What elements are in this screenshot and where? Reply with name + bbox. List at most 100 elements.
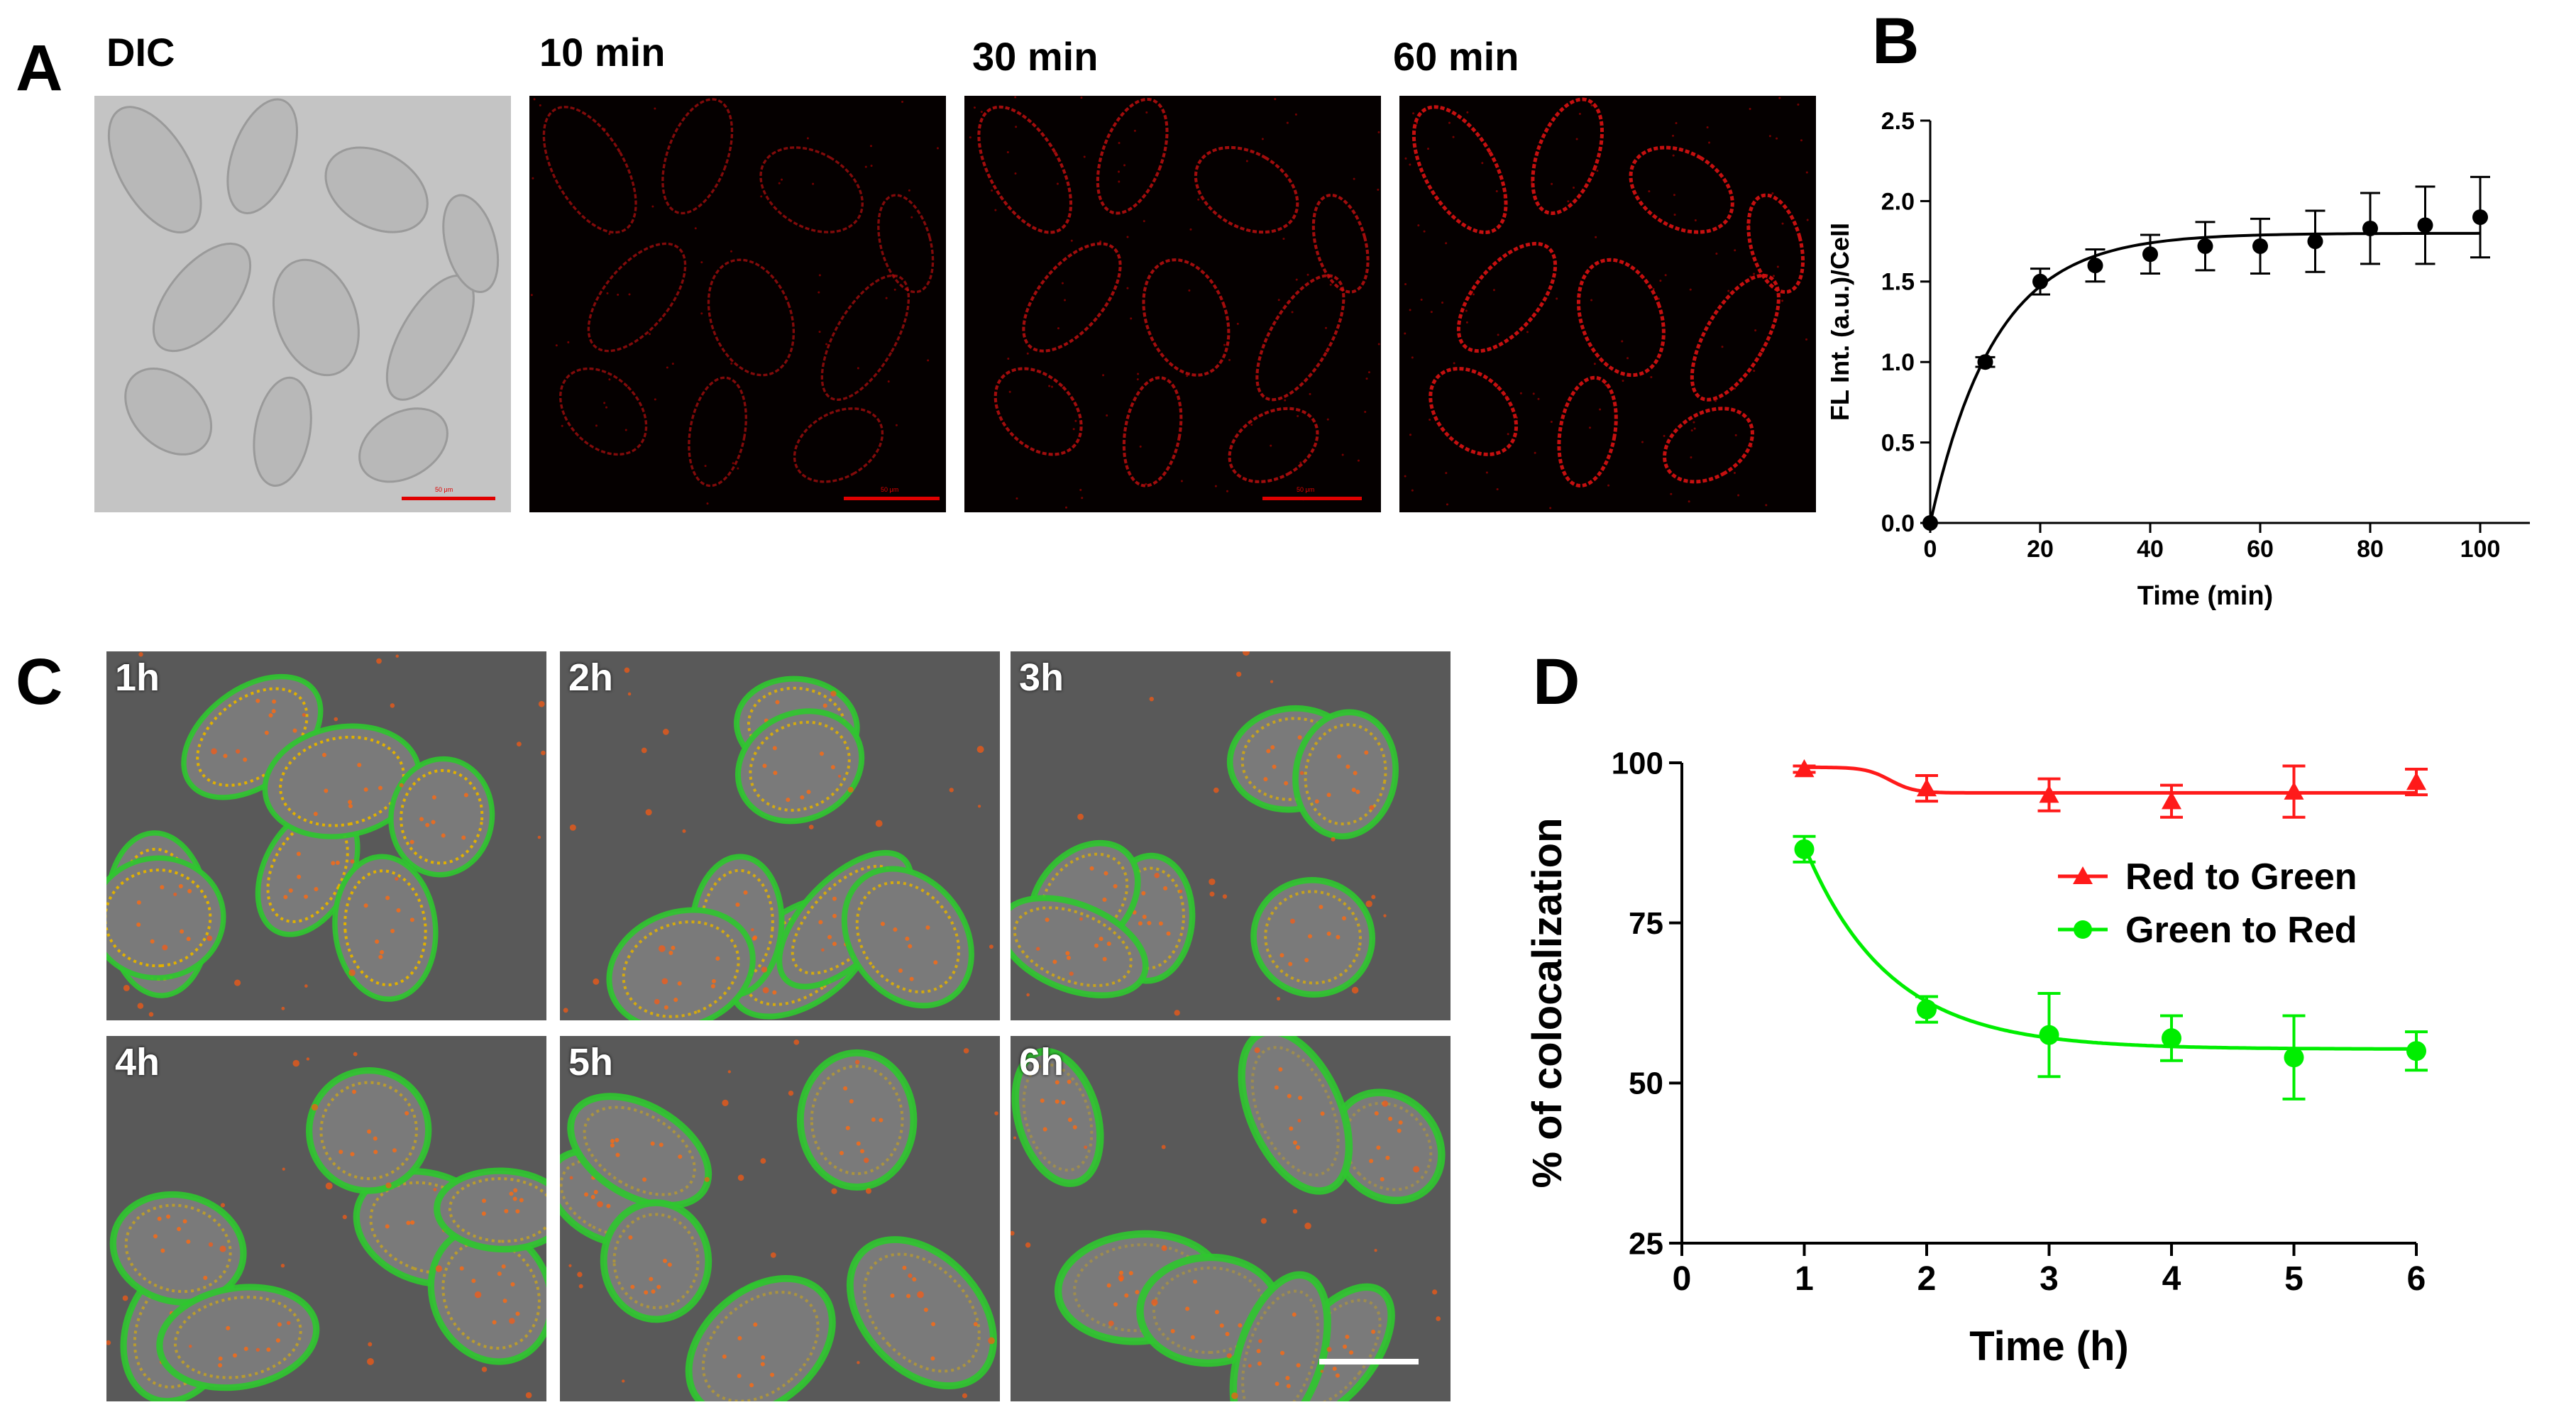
membrane-stain [1456, 241, 1558, 353]
orange-puncta [233, 1353, 238, 1358]
orange-dot [1174, 1010, 1180, 1016]
puncta [1781, 222, 1784, 225]
puncta [651, 205, 654, 208]
puncta [893, 288, 896, 291]
orange-dot [830, 690, 837, 697]
puncta [1497, 333, 1499, 336]
dark-background [529, 96, 946, 512]
orange-puncta [1275, 1382, 1279, 1386]
scale-bar-label: 50 μm [1297, 486, 1315, 493]
puncta [1749, 107, 1751, 110]
puncta [1507, 433, 1509, 436]
puncta [1099, 240, 1102, 243]
puncta [567, 341, 570, 343]
puncta [555, 344, 558, 347]
puncta [1377, 131, 1380, 133]
orange-puncta [182, 1219, 187, 1224]
orange-dot [517, 741, 522, 747]
orange-puncta [136, 922, 141, 927]
orange-dot [350, 859, 355, 864]
puncta [1270, 444, 1272, 447]
orange-dot [578, 1284, 583, 1289]
orange-puncta [177, 1227, 182, 1232]
orange-puncta [515, 1311, 520, 1316]
puncta [595, 424, 598, 427]
puncta [654, 107, 656, 110]
data-point [2284, 1047, 2304, 1068]
orange-puncta [409, 917, 414, 922]
orange-dot [1258, 1339, 1262, 1343]
orange-dot [367, 1357, 374, 1365]
puncta [1026, 352, 1029, 355]
membrane-yellow [863, 1252, 981, 1373]
orange-puncta [628, 1235, 633, 1240]
cell [796, 1049, 918, 1191]
orange-dot [1242, 651, 1250, 656]
orange-puncta [933, 960, 938, 965]
chart-b: 0 20 40 60 80 100 0.0 0.5 1.0 1.5 2.0 2.5 Time (min)… [1831, 108, 2530, 611]
membrane-stain [793, 407, 884, 483]
orange-puncta [1314, 799, 1319, 804]
puncta [969, 136, 971, 139]
puncta [973, 106, 976, 109]
data-point [2406, 772, 2426, 790]
puncta [1117, 170, 1120, 173]
puncta [1772, 275, 1775, 277]
orange-dot [661, 978, 668, 985]
micrograph-30min: 50 μm [964, 96, 1381, 512]
panel-letter-c: C [16, 646, 63, 718]
puncta [1753, 272, 1756, 275]
scale-bar [402, 497, 495, 500]
cell [567, 1093, 712, 1209]
puncta [617, 293, 620, 296]
puncta [1106, 414, 1108, 417]
puncta [1053, 267, 1056, 270]
y-tick-label: 100 [1612, 746, 1663, 781]
puncta [1516, 417, 1519, 419]
orange-puncta [431, 820, 436, 825]
orange-puncta [1128, 1271, 1133, 1276]
membrane-green [846, 1236, 997, 1389]
puncta [1573, 186, 1575, 189]
puncta [936, 147, 939, 150]
puncta [1727, 290, 1730, 292]
orange-puncta [504, 1208, 509, 1213]
orange-puncta [314, 887, 319, 892]
puncta [1689, 288, 1692, 291]
orange-puncta [226, 1325, 231, 1330]
puncta [1299, 461, 1302, 464]
orange-dot [541, 750, 546, 756]
cell [841, 866, 974, 1009]
puncta [818, 274, 821, 277]
puncta [857, 367, 859, 370]
puncta [1065, 506, 1068, 509]
puncta [1441, 301, 1444, 304]
puncta [1765, 504, 1768, 507]
puncta [1465, 309, 1468, 312]
membrane-green [1011, 895, 1149, 998]
orange-puncta [1067, 1118, 1072, 1123]
membrane-stain [993, 367, 1083, 456]
orange-puncta [406, 1220, 411, 1225]
orange-puncta [762, 763, 767, 768]
orange-puncta [187, 888, 192, 893]
orange-puncta [1336, 934, 1341, 939]
puncta [1409, 309, 1411, 311]
puncta [1364, 411, 1367, 414]
puncta [1412, 112, 1415, 115]
orange-puncta [153, 1234, 158, 1239]
orange-puncta [1106, 1283, 1111, 1288]
orange-dot [1351, 986, 1359, 994]
orange-dot [211, 748, 217, 755]
puncta [1595, 236, 1597, 238]
orange-puncta [906, 1294, 911, 1299]
puncta [1590, 104, 1593, 106]
membrane-green [734, 708, 865, 825]
puncta [533, 98, 536, 101]
puncta [700, 312, 703, 315]
puncta [1714, 399, 1717, 402]
membrane-stain [1746, 193, 1805, 294]
puncta [1672, 134, 1675, 137]
puncta [1445, 472, 1448, 475]
puncta [1452, 136, 1455, 138]
